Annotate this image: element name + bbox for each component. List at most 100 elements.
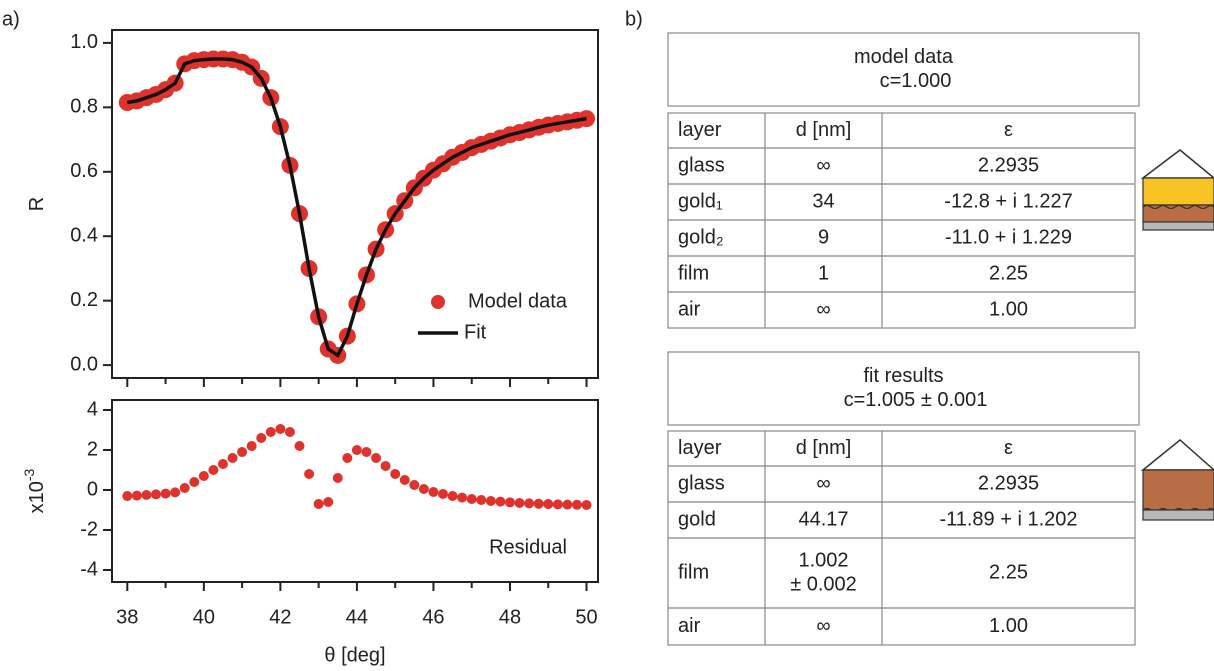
table-cell: gold bbox=[678, 508, 716, 530]
y-tick-label: 0 bbox=[87, 478, 98, 500]
table-cell: 2.25 bbox=[989, 262, 1028, 284]
y-tick-label: -2 bbox=[80, 518, 98, 540]
table-cell: film bbox=[678, 561, 709, 583]
data-point bbox=[170, 487, 181, 498]
table-cell: air bbox=[678, 615, 701, 637]
table-cell: 2.2935 bbox=[978, 154, 1039, 176]
data-point bbox=[361, 447, 372, 457]
y-axis-label: R bbox=[26, 197, 48, 211]
data-point bbox=[208, 465, 219, 475]
data-point bbox=[160, 488, 171, 499]
panel-label: b) bbox=[625, 8, 643, 30]
layer-icon bbox=[1140, 439, 1214, 521]
table-cell: film bbox=[678, 262, 709, 284]
x-tick-label: 48 bbox=[499, 606, 521, 628]
data-point bbox=[141, 490, 152, 500]
x-tick-label: 42 bbox=[269, 606, 291, 628]
x-tick-label: 44 bbox=[346, 606, 368, 628]
table-cell: d [nm] bbox=[796, 437, 852, 459]
y-tick-label: 4 bbox=[87, 398, 98, 420]
data-point bbox=[571, 499, 582, 510]
y-tick-label: 2 bbox=[87, 438, 98, 460]
data-point bbox=[332, 473, 343, 483]
data-point bbox=[304, 469, 315, 479]
data-point bbox=[438, 489, 449, 499]
table-cell: ∞ bbox=[816, 472, 830, 494]
fit-line bbox=[127, 57, 587, 359]
x-tick-label: 50 bbox=[575, 606, 597, 628]
x-tick-label: 46 bbox=[422, 606, 444, 628]
y-axis-label-text: R bbox=[26, 197, 48, 211]
table-cell: 2.2935 bbox=[978, 472, 1039, 494]
table-cell: ε bbox=[1004, 119, 1013, 141]
data-point bbox=[189, 477, 200, 487]
table-cell: gold₁ bbox=[678, 190, 723, 212]
table-cell: -11.0 + i 1.229 bbox=[945, 226, 1072, 248]
x-axis-label: θ [deg] bbox=[324, 644, 385, 666]
table-cell: 34 bbox=[812, 190, 834, 212]
table-cell: -11.89 + i 1.202 bbox=[939, 508, 1077, 530]
data-point bbox=[562, 499, 573, 510]
data-point bbox=[246, 441, 257, 451]
y-axis-label-text: x10 bbox=[26, 481, 48, 513]
table-cell: 44.17 bbox=[798, 508, 848, 530]
data-point bbox=[504, 497, 515, 508]
table-cell: layer bbox=[678, 437, 722, 459]
data-point bbox=[418, 484, 429, 494]
data-point bbox=[524, 498, 535, 509]
data-point bbox=[275, 424, 286, 434]
table-cell: 9 bbox=[818, 226, 829, 248]
table-cell: 1.00 bbox=[989, 298, 1028, 320]
table-cell: d [nm] bbox=[796, 119, 852, 141]
legend-label: Fit bbox=[464, 321, 487, 343]
data-point bbox=[227, 453, 238, 463]
table-cell: ∞ bbox=[816, 298, 830, 320]
y-tick-label: 0.4 bbox=[70, 225, 98, 247]
table-title-box bbox=[667, 351, 1140, 426]
table-cell: -12.8 + i 1.227 bbox=[944, 190, 1072, 212]
y-axis-label: x10-3 bbox=[21, 468, 49, 513]
data-point bbox=[476, 495, 487, 505]
annotation: Residual bbox=[489, 536, 567, 558]
table-cell: 1.002 bbox=[798, 549, 848, 571]
table-cell: glass bbox=[678, 154, 725, 176]
table-cell: ∞ bbox=[816, 154, 830, 176]
data-point bbox=[466, 494, 477, 504]
table-cell: gold₂ bbox=[678, 226, 724, 248]
x-tick-label: 40 bbox=[193, 606, 215, 628]
table-cell: glass bbox=[678, 472, 725, 494]
data-point bbox=[294, 441, 305, 451]
table-cell: 2.25 bbox=[989, 561, 1028, 583]
table-cell: air bbox=[678, 298, 701, 320]
data-point bbox=[399, 475, 410, 485]
data-point bbox=[198, 471, 209, 481]
y-axis-label-exponent: -3 bbox=[21, 468, 37, 481]
table-title-box bbox=[667, 32, 1140, 107]
table-title: fit results bbox=[863, 365, 943, 387]
y-tick-label: 0.2 bbox=[70, 289, 98, 311]
data-point bbox=[514, 498, 525, 508]
data-point bbox=[485, 496, 496, 506]
legend-label: Model data bbox=[468, 290, 568, 312]
table-cell: ± 0.002 bbox=[790, 573, 857, 595]
data-point bbox=[543, 499, 554, 509]
y-tick-label: 0.0 bbox=[70, 353, 98, 375]
data-point bbox=[131, 490, 142, 501]
table-cell: 1.00 bbox=[989, 615, 1028, 637]
data-point bbox=[581, 500, 592, 510]
y-tick-label: -4 bbox=[80, 558, 98, 580]
data-point bbox=[151, 489, 162, 500]
y-tick-label: 0.8 bbox=[70, 96, 98, 118]
data-point bbox=[409, 480, 420, 490]
data-point bbox=[371, 453, 382, 463]
data-point bbox=[457, 492, 468, 503]
data-point bbox=[237, 447, 248, 457]
layer-icon bbox=[1140, 149, 1214, 231]
data-point bbox=[313, 499, 324, 509]
table-cell: 1 bbox=[818, 262, 829, 284]
data-point bbox=[390, 469, 401, 479]
panel-label: a) bbox=[2, 8, 20, 30]
data-point bbox=[447, 491, 458, 501]
